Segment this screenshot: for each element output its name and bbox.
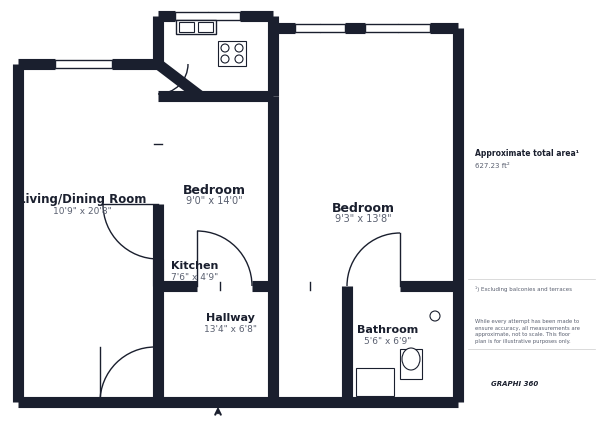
Text: 10'9" x 20'8": 10'9" x 20'8" [53,206,112,215]
Bar [347,286,458,402]
Bar [158,286,347,402]
Text: 9'0" x 14'0": 9'0" x 14'0" [185,196,242,206]
Bar [295,24,345,32]
Bar [218,41,246,66]
Text: Bedroom: Bedroom [182,184,245,196]
Bar [198,22,213,32]
Circle shape [235,44,243,52]
Text: Hallway: Hallway [206,313,254,323]
Bar [400,349,422,379]
Text: Living/Dining Room: Living/Dining Room [18,193,146,206]
Bar [365,24,430,32]
Text: Kitchen: Kitchen [172,261,218,271]
Text: Bathroom: Bathroom [358,325,419,335]
Circle shape [430,311,440,321]
Bar [179,22,194,32]
Text: Approximate total area¹: Approximate total area¹ [475,150,579,159]
Circle shape [235,55,243,63]
Text: GRAPHI 360: GRAPHI 360 [491,381,539,387]
Circle shape [221,44,229,52]
Text: While every attempt has been made to
ensure accuracy, all measurements are
appro: While every attempt has been made to ens… [475,319,580,344]
Bar [18,64,158,402]
Bar [158,96,273,286]
Bar [55,60,112,68]
Bar [356,368,394,396]
Text: ¹) Excluding balconies and terraces: ¹) Excluding balconies and terraces [475,286,572,292]
Bar [273,28,458,286]
Text: 13'4" x 6'8": 13'4" x 6'8" [203,324,257,334]
Text: Bedroom: Bedroom [331,201,395,215]
Bar [158,16,273,96]
Ellipse shape [402,348,420,370]
Text: 7'6" x 4'9": 7'6" x 4'9" [172,273,218,282]
Bar [175,12,240,20]
Circle shape [221,55,229,63]
Text: 9'3" x 13'8": 9'3" x 13'8" [335,214,391,224]
Bar [176,20,216,34]
Text: 627.23 ft²: 627.23 ft² [475,163,510,169]
Text: 5'6" x 6'9": 5'6" x 6'9" [364,337,412,346]
